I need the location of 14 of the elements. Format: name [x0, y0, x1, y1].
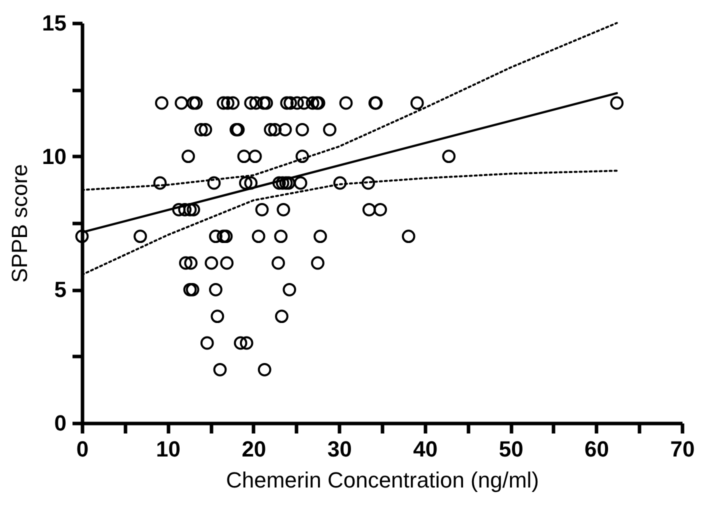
- y-axis-title: SPPB score: [7, 164, 32, 283]
- x-tick-label: 60: [584, 436, 610, 462]
- x-tick-label: 40: [413, 436, 438, 462]
- x-tick-label: 20: [242, 436, 266, 462]
- y-tick-label: 5: [54, 277, 66, 302]
- y-tick-label: 10: [42, 144, 66, 169]
- x-axis-title: Chemerin Concentration (ng/ml): [226, 468, 540, 492]
- y-tick-label: 0: [54, 410, 66, 436]
- x-tick-label: 30: [327, 436, 352, 462]
- x-tick-label: 10: [156, 436, 180, 462]
- x-tick-label: 0: [76, 436, 89, 462]
- y-tick-label: 15: [42, 10, 66, 36]
- x-tick-label: 50: [498, 436, 524, 462]
- x-tick-label: 70: [670, 436, 695, 462]
